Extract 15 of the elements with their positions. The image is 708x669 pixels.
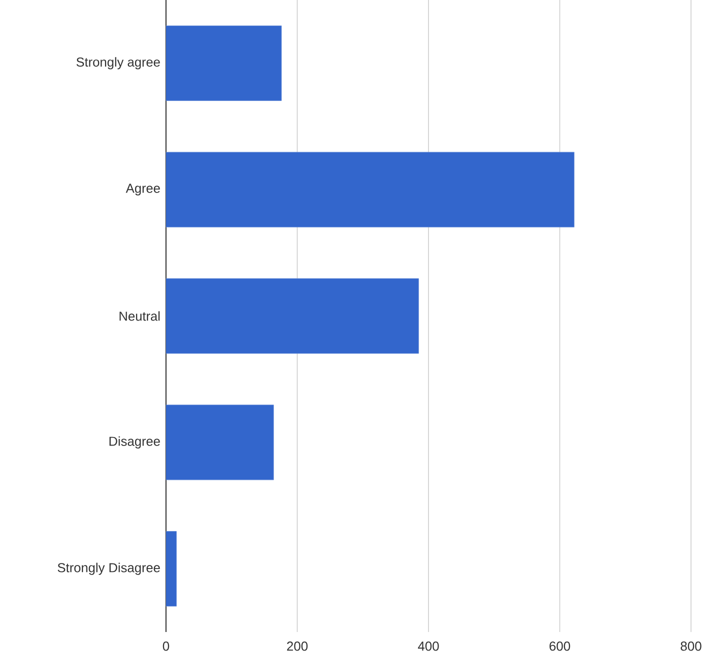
bar bbox=[166, 531, 177, 607]
y-tick-label: Strongly Disagree bbox=[58, 562, 160, 575]
bar bbox=[166, 26, 282, 101]
bar bbox=[166, 278, 419, 354]
y-tick-label: Neutral bbox=[120, 311, 160, 321]
y-tick-label: Strongly agree bbox=[76, 57, 160, 70]
y-tick-label: Agree bbox=[126, 184, 160, 196]
bar bbox=[166, 152, 574, 228]
x-tick-label: 0 bbox=[162, 642, 170, 651]
x-tick-label: 800 bbox=[680, 642, 702, 651]
bar bbox=[166, 404, 274, 480]
x-tick-label: 400 bbox=[418, 642, 439, 651]
x-tick-label: 200 bbox=[287, 642, 308, 651]
y-tick-label: Disagree bbox=[110, 436, 160, 448]
x-tick-label: 600 bbox=[550, 642, 570, 651]
